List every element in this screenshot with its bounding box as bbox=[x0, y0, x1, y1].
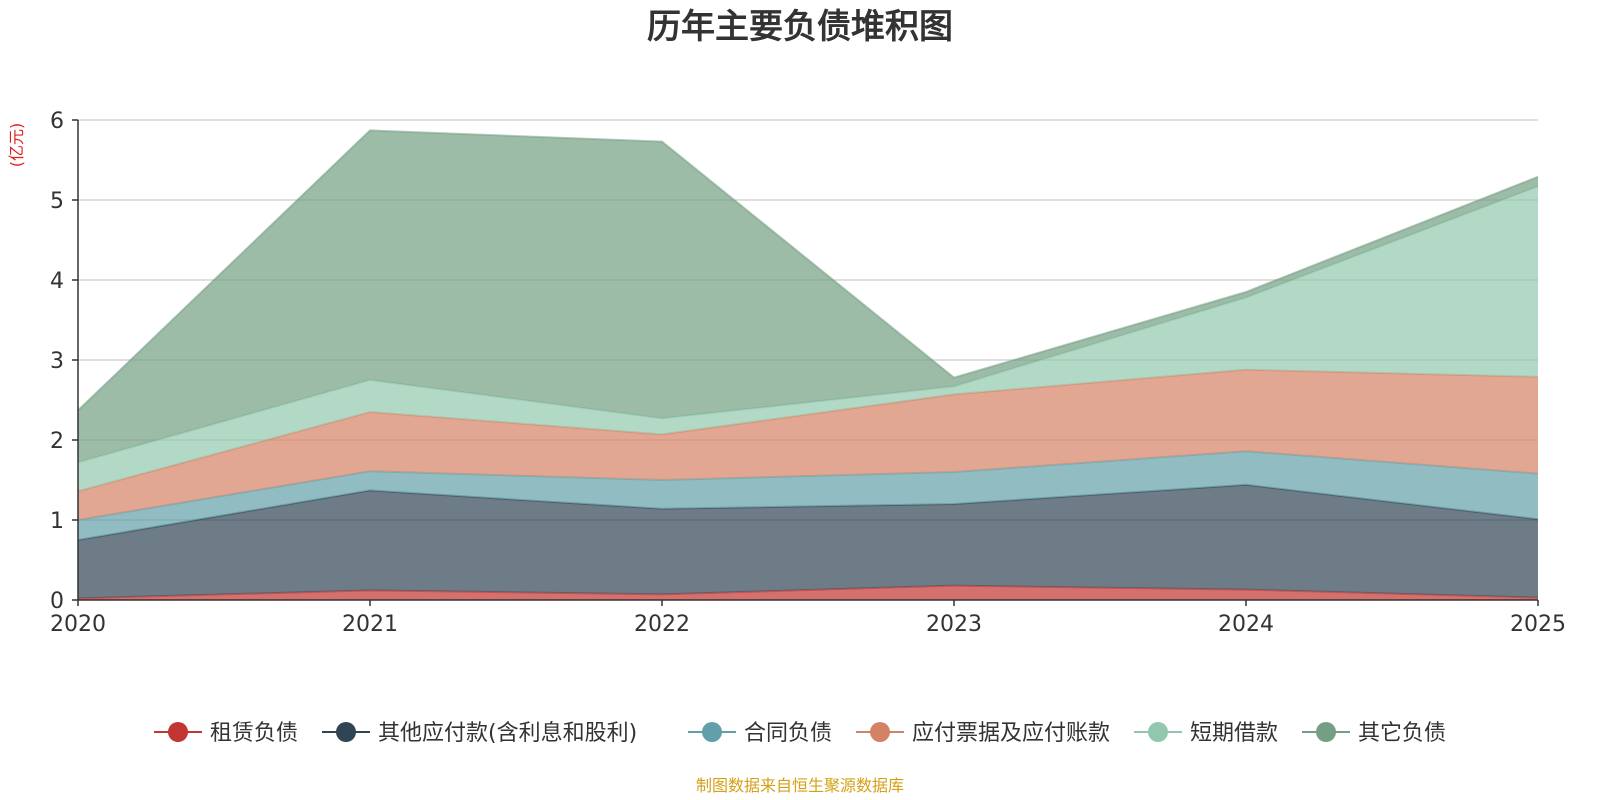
legend-item-4[interactable]: 短期借款 bbox=[1134, 721, 1278, 746]
x-tick-label-2021: 2021 bbox=[342, 612, 398, 637]
y-tick-label-1: 1 bbox=[50, 509, 64, 534]
x-tick-label-2022: 2022 bbox=[634, 612, 690, 637]
x-tick-label-2024: 2024 bbox=[1218, 612, 1274, 637]
y-axis-unit-label: (亿元) bbox=[7, 123, 26, 168]
legend-marker-0 bbox=[168, 722, 188, 742]
legend-label-2: 合同负债 bbox=[744, 721, 832, 746]
legend-label-0: 租赁负债 bbox=[210, 721, 298, 746]
legend-marker-4 bbox=[1148, 722, 1168, 742]
area-series-4 bbox=[78, 186, 1538, 492]
area-series-5 bbox=[78, 130, 1538, 463]
legend-marker-1 bbox=[336, 722, 356, 742]
x-tick-label-2020: 2020 bbox=[50, 612, 106, 637]
area-series-1 bbox=[78, 484, 1538, 599]
y-tick-label-6: 6 bbox=[50, 109, 64, 134]
legend-label-4: 短期借款 bbox=[1190, 721, 1278, 746]
legend-label-1: 其他应付款(含利息和股利) bbox=[378, 721, 637, 746]
y-tick-label-5: 5 bbox=[50, 189, 64, 214]
x-tick-label-2023: 2023 bbox=[926, 612, 982, 637]
area-series-edge-5 bbox=[77, 129, 1539, 412]
area-series-group bbox=[77, 129, 1539, 600]
legend-item-3[interactable]: 应付票据及应付账款 bbox=[856, 721, 1110, 746]
legend-item-5[interactable]: 其它负债 bbox=[1302, 721, 1446, 746]
area-series-3 bbox=[78, 369, 1538, 520]
legend-item-1[interactable]: 其他应付款(含利息和股利) bbox=[322, 721, 637, 746]
legend-item-2[interactable]: 合同负债 bbox=[688, 721, 832, 746]
y-tick-label-3: 3 bbox=[50, 349, 64, 374]
legend-marker-2 bbox=[702, 722, 722, 742]
legend-marker-5 bbox=[1316, 722, 1336, 742]
legend-label-5: 其它负债 bbox=[1358, 721, 1446, 746]
y-tick-label-2: 2 bbox=[50, 429, 64, 454]
data-source-note: 制图数据来自恒生聚源数据库 bbox=[696, 776, 904, 795]
legend-label-3: 应付票据及应付账款 bbox=[912, 721, 1110, 746]
legend-item-0[interactable]: 租赁负债 bbox=[154, 721, 298, 746]
legend-marker-3 bbox=[870, 722, 890, 742]
x-tick-label-2025: 2025 bbox=[1510, 612, 1566, 637]
legend[interactable]: 租赁负债 其他应付款(含利息和股利) 合同负债 应付票据及应付账款 短期借款 其它负债 bbox=[154, 721, 1446, 746]
y-tick-label-0: 0 bbox=[50, 589, 64, 614]
axes: 0 1 2 3 4 5 6 2020 2021 2022 2023 2024 2025 bbox=[50, 109, 1566, 637]
chart-title: 历年主要负债堆积图 bbox=[647, 7, 953, 47]
y-tick-label-4: 4 bbox=[50, 269, 64, 294]
